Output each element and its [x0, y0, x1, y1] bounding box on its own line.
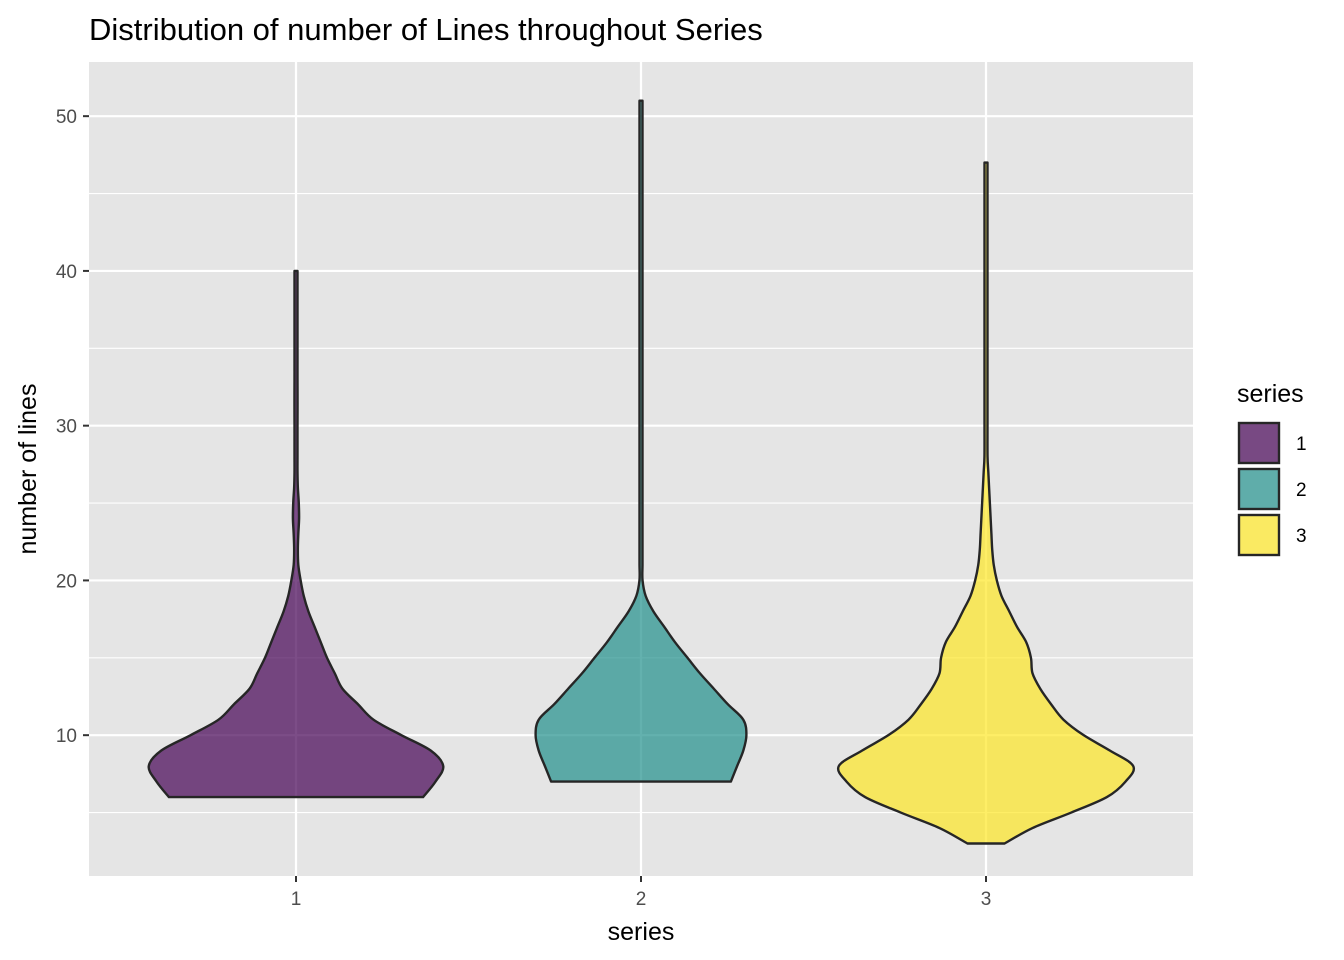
legend-key-3	[1237, 513, 1281, 557]
legend-label-3: 3	[1296, 526, 1307, 547]
violin-series-2	[534, 99, 748, 783]
legend: series 1 2 3	[1237, 380, 1307, 557]
y-axis-tick-labels: 10 20 30 40 50	[56, 107, 89, 747]
violin-layer	[147, 99, 1136, 845]
chart-title: Distribution of number of Lines througho…	[89, 12, 763, 47]
x-tick-label: 1	[291, 889, 302, 910]
y-tick-label: 50	[56, 107, 77, 128]
legend-title: series	[1237, 380, 1304, 408]
y-tick-label: 10	[56, 726, 77, 747]
y-axis-title: number of lines	[14, 384, 42, 555]
legend-key-1	[1237, 421, 1281, 465]
y-tick-label: 40	[56, 262, 77, 283]
legend-key-2	[1237, 467, 1281, 511]
x-axis-tick-labels: 1 2 3	[291, 876, 992, 910]
x-tick-label: 2	[636, 889, 647, 910]
violin-series-3	[836, 161, 1136, 845]
y-tick-label: 20	[56, 571, 77, 592]
legend-label-2: 2	[1296, 480, 1307, 501]
x-axis-title: series	[608, 918, 675, 946]
legend-label-1: 1	[1296, 434, 1307, 455]
x-tick-label: 3	[981, 889, 992, 910]
violin-series-1	[147, 269, 445, 799]
y-tick-label: 30	[56, 417, 77, 438]
